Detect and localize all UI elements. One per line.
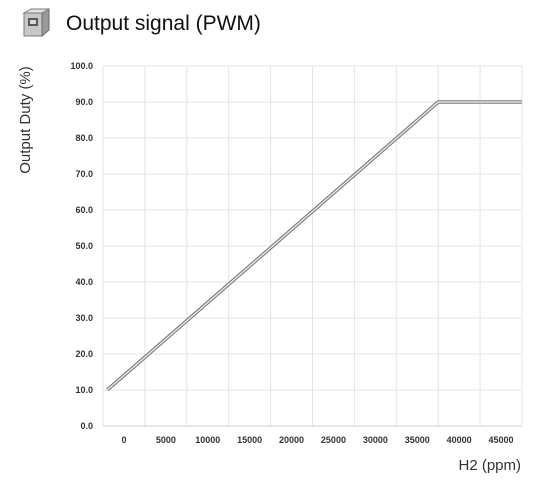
- x-tick-label: 30000: [363, 435, 388, 445]
- y-tick-label: 40.0: [75, 277, 93, 287]
- y-tick-label: 60.0: [75, 205, 93, 215]
- y-tick-label: 100.0: [70, 61, 93, 71]
- x-tick-label: 20000: [279, 435, 304, 445]
- y-tick-label: 50.0: [75, 241, 93, 251]
- y-tick-label: 30.0: [75, 313, 93, 323]
- y-tick-label: 90.0: [75, 97, 93, 107]
- y-tick-label: 20.0: [75, 349, 93, 359]
- x-tick-label: 10000: [195, 435, 220, 445]
- sensor-module-icon: [22, 8, 50, 38]
- y-tick-label: 80.0: [75, 133, 93, 143]
- series-line-highlight: [106, 101, 522, 391]
- x-tick-label: 15000: [237, 435, 262, 445]
- x-axis-title: H2 (ppm): [458, 457, 521, 474]
- y-axis-title: Output Duty (%): [17, 66, 34, 174]
- x-tick-labels: 0 5000 10000 15000 20000 25000 30000 35000 40000…: [121, 435, 513, 445]
- x-tick-label: 45000: [489, 435, 514, 445]
- x-tick-label: 5000: [156, 435, 176, 445]
- y-tick-label: 70.0: [75, 169, 93, 179]
- x-tick-label: 25000: [321, 435, 346, 445]
- x-tick-label: 0: [121, 435, 126, 445]
- y-tick-label: 0.0: [80, 421, 93, 431]
- grid: [102, 65, 523, 426]
- series: [106, 100, 522, 392]
- x-tick-label: 35000: [405, 435, 430, 445]
- x-tick-label: 40000: [447, 435, 472, 445]
- y-tick-label: 10.0: [75, 385, 93, 395]
- y-tick-labels: 0.0 10.0 20.0 30.0 40.0 50.0 60.0 70.0 80.0 90.0 1…: [70, 61, 93, 431]
- chart-header: Output signal (PWM): [0, 0, 540, 50]
- page-title: Output signal (PWM): [66, 12, 261, 35]
